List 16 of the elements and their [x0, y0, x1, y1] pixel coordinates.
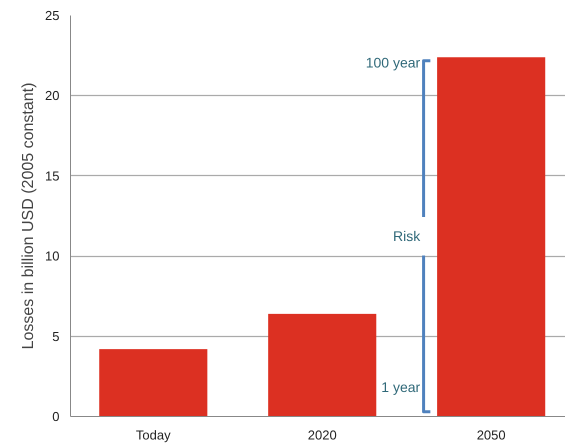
x-tick-label: 2050	[476, 428, 506, 442]
y-tick-label: 10	[45, 248, 60, 264]
annotation: 1 year	[381, 379, 421, 396]
x-tick-label: 2020	[308, 428, 337, 442]
y-tick-label: 0	[52, 409, 60, 424]
annotation: 100 year	[366, 54, 421, 71]
y-tick-label: 15	[45, 168, 60, 184]
x-tick-label: Today	[136, 428, 172, 442]
y-tick-label: 5	[52, 328, 60, 344]
bar	[268, 314, 376, 416]
bar	[99, 349, 208, 416]
bar	[437, 57, 546, 416]
y-axis-title: Losses in billion USD (2005 constant)	[20, 82, 38, 350]
y-tick-label: 20	[45, 88, 60, 104]
y-tick-label: 25	[45, 8, 60, 23]
annotation: Risk	[392, 228, 422, 244]
